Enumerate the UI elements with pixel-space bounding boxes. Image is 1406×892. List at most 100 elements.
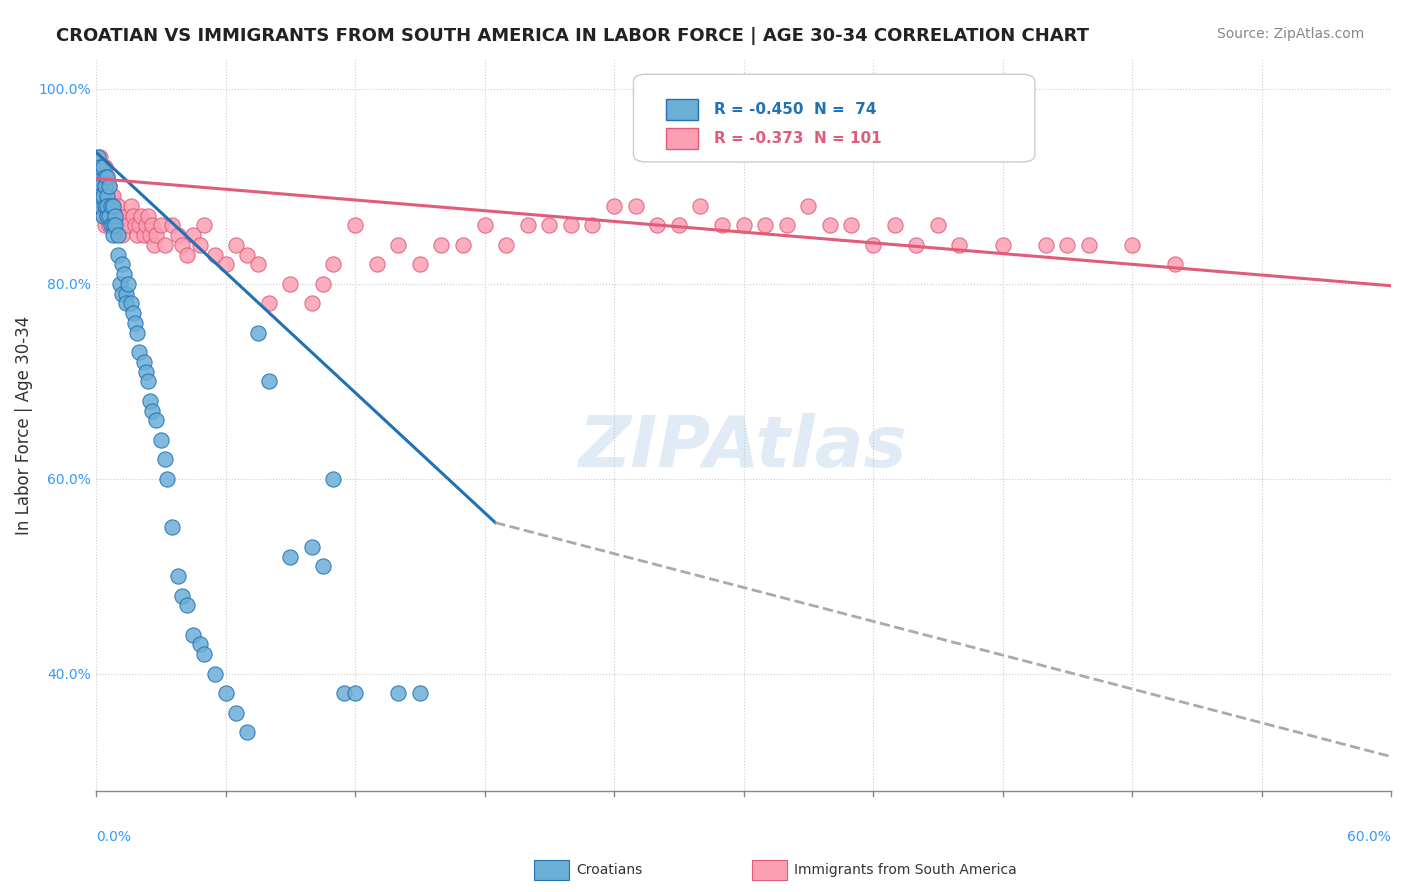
- Point: [818, 219, 841, 233]
- Point: [98, 179, 121, 194]
- FancyBboxPatch shape: [666, 99, 699, 120]
- Point: [603, 199, 626, 213]
- Point: [1121, 237, 1143, 252]
- Point: [139, 228, 162, 243]
- Point: [89, 150, 111, 164]
- Point: [132, 355, 155, 369]
- Point: [188, 638, 211, 652]
- Point: [733, 219, 755, 233]
- Point: [125, 228, 148, 243]
- Point: [87, 150, 110, 164]
- Point: [754, 219, 776, 233]
- Point: [103, 219, 125, 233]
- Point: [387, 686, 409, 700]
- Point: [948, 237, 970, 252]
- Y-axis label: In Labor Force | Age 30-34: In Labor Force | Age 30-34: [15, 316, 32, 535]
- Point: [409, 257, 432, 271]
- Point: [430, 862, 453, 876]
- FancyBboxPatch shape: [666, 128, 699, 149]
- Point: [107, 209, 129, 223]
- Point: [176, 599, 198, 613]
- Point: [236, 247, 259, 261]
- Point: [100, 189, 122, 203]
- Point: [204, 247, 226, 261]
- Point: [344, 686, 367, 700]
- Point: [93, 199, 115, 213]
- Point: [160, 520, 183, 534]
- Text: Immigrants from South America: Immigrants from South America: [794, 863, 1017, 877]
- Point: [115, 209, 138, 223]
- Point: [301, 540, 323, 554]
- Point: [538, 219, 561, 233]
- Text: R = -0.373  N = 101: R = -0.373 N = 101: [714, 131, 882, 146]
- Point: [93, 199, 115, 213]
- Point: [89, 179, 111, 194]
- Point: [193, 219, 215, 233]
- Point: [125, 326, 148, 340]
- Text: 60.0%: 60.0%: [1347, 830, 1391, 844]
- Point: [96, 169, 118, 184]
- Text: 0.0%: 0.0%: [96, 830, 131, 844]
- Point: [366, 257, 388, 271]
- Point: [91, 189, 114, 203]
- Point: [516, 219, 538, 233]
- Point: [103, 228, 125, 243]
- Point: [991, 237, 1014, 252]
- Point: [87, 169, 110, 184]
- Point: [100, 209, 122, 223]
- Point: [141, 219, 163, 233]
- Point: [100, 199, 122, 213]
- Point: [89, 199, 111, 213]
- Point: [96, 169, 118, 184]
- Point: [278, 549, 301, 564]
- Point: [214, 257, 236, 271]
- Point: [104, 219, 127, 233]
- Point: [149, 433, 172, 447]
- Point: [1164, 257, 1187, 271]
- Point: [236, 725, 259, 739]
- Point: [927, 219, 949, 233]
- Point: [131, 209, 153, 223]
- Point: [100, 199, 122, 213]
- Point: [121, 306, 143, 320]
- Point: [301, 296, 323, 310]
- Point: [430, 237, 453, 252]
- Point: [115, 286, 138, 301]
- Point: [91, 189, 114, 203]
- Point: [98, 209, 121, 223]
- Point: [225, 706, 247, 720]
- Point: [181, 228, 204, 243]
- Point: [143, 237, 166, 252]
- Point: [108, 277, 131, 291]
- Point: [204, 666, 226, 681]
- Point: [905, 237, 928, 252]
- Text: Source: ZipAtlas.com: Source: ZipAtlas.com: [1216, 27, 1364, 41]
- Point: [322, 257, 344, 271]
- Point: [124, 219, 146, 233]
- Text: CROATIAN VS IMMIGRANTS FROM SOUTH AMERICA IN LABOR FORCE | AGE 30-34 CORRELATION: CROATIAN VS IMMIGRANTS FROM SOUTH AMERIC…: [56, 27, 1090, 45]
- Point: [135, 365, 157, 379]
- Text: ZIPAtlas: ZIPAtlas: [579, 413, 908, 482]
- Point: [96, 199, 118, 213]
- Point: [111, 286, 134, 301]
- Point: [103, 199, 125, 213]
- Point: [93, 179, 115, 194]
- Point: [96, 209, 118, 223]
- Point: [841, 219, 863, 233]
- Point: [89, 189, 111, 203]
- Point: [181, 628, 204, 642]
- Point: [136, 209, 159, 223]
- Point: [103, 189, 125, 203]
- Point: [89, 160, 111, 174]
- Point: [214, 686, 236, 700]
- Point: [257, 296, 280, 310]
- Point: [96, 199, 118, 213]
- Point: [145, 413, 167, 427]
- Point: [167, 228, 190, 243]
- Point: [645, 219, 668, 233]
- Point: [139, 393, 162, 408]
- Point: [91, 169, 114, 184]
- Point: [112, 219, 135, 233]
- Point: [93, 160, 115, 174]
- Point: [115, 296, 138, 310]
